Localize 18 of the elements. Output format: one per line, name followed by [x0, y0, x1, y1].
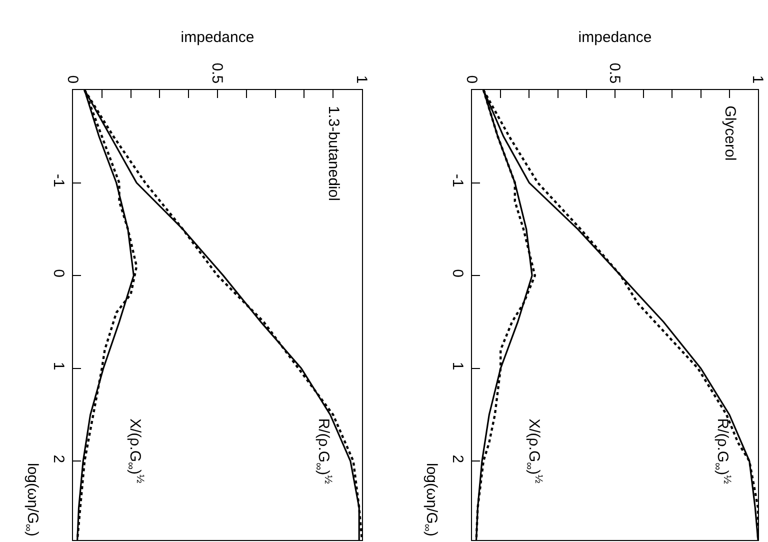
y-tick-label: 0	[50, 269, 67, 278]
y-tick-label: -1	[50, 174, 67, 188]
text: 1.3-butanediol	[325, 106, 342, 201]
y-tick-label: 1	[448, 362, 466, 370]
x-tick-label: 1	[353, 75, 370, 84]
x-axis-title: impedance	[578, 29, 652, 46]
y-tick-label: 2	[448, 454, 466, 464]
y-tick-label: 1	[50, 362, 67, 370]
y-tick-label: 0	[448, 269, 466, 278]
y-tick-label: 2	[50, 454, 67, 464]
x-tick-label: 0	[463, 75, 480, 84]
x-tick-label: 0	[64, 75, 82, 84]
x-axis-title: impedance	[180, 29, 254, 46]
x-tick-label: 0.5	[208, 62, 226, 84]
y-tick-label: -1	[448, 174, 466, 188]
text: Glycerol	[721, 106, 738, 161]
x-tick-label: 0.5	[606, 62, 624, 84]
x-tick-label: 1	[749, 75, 766, 84]
